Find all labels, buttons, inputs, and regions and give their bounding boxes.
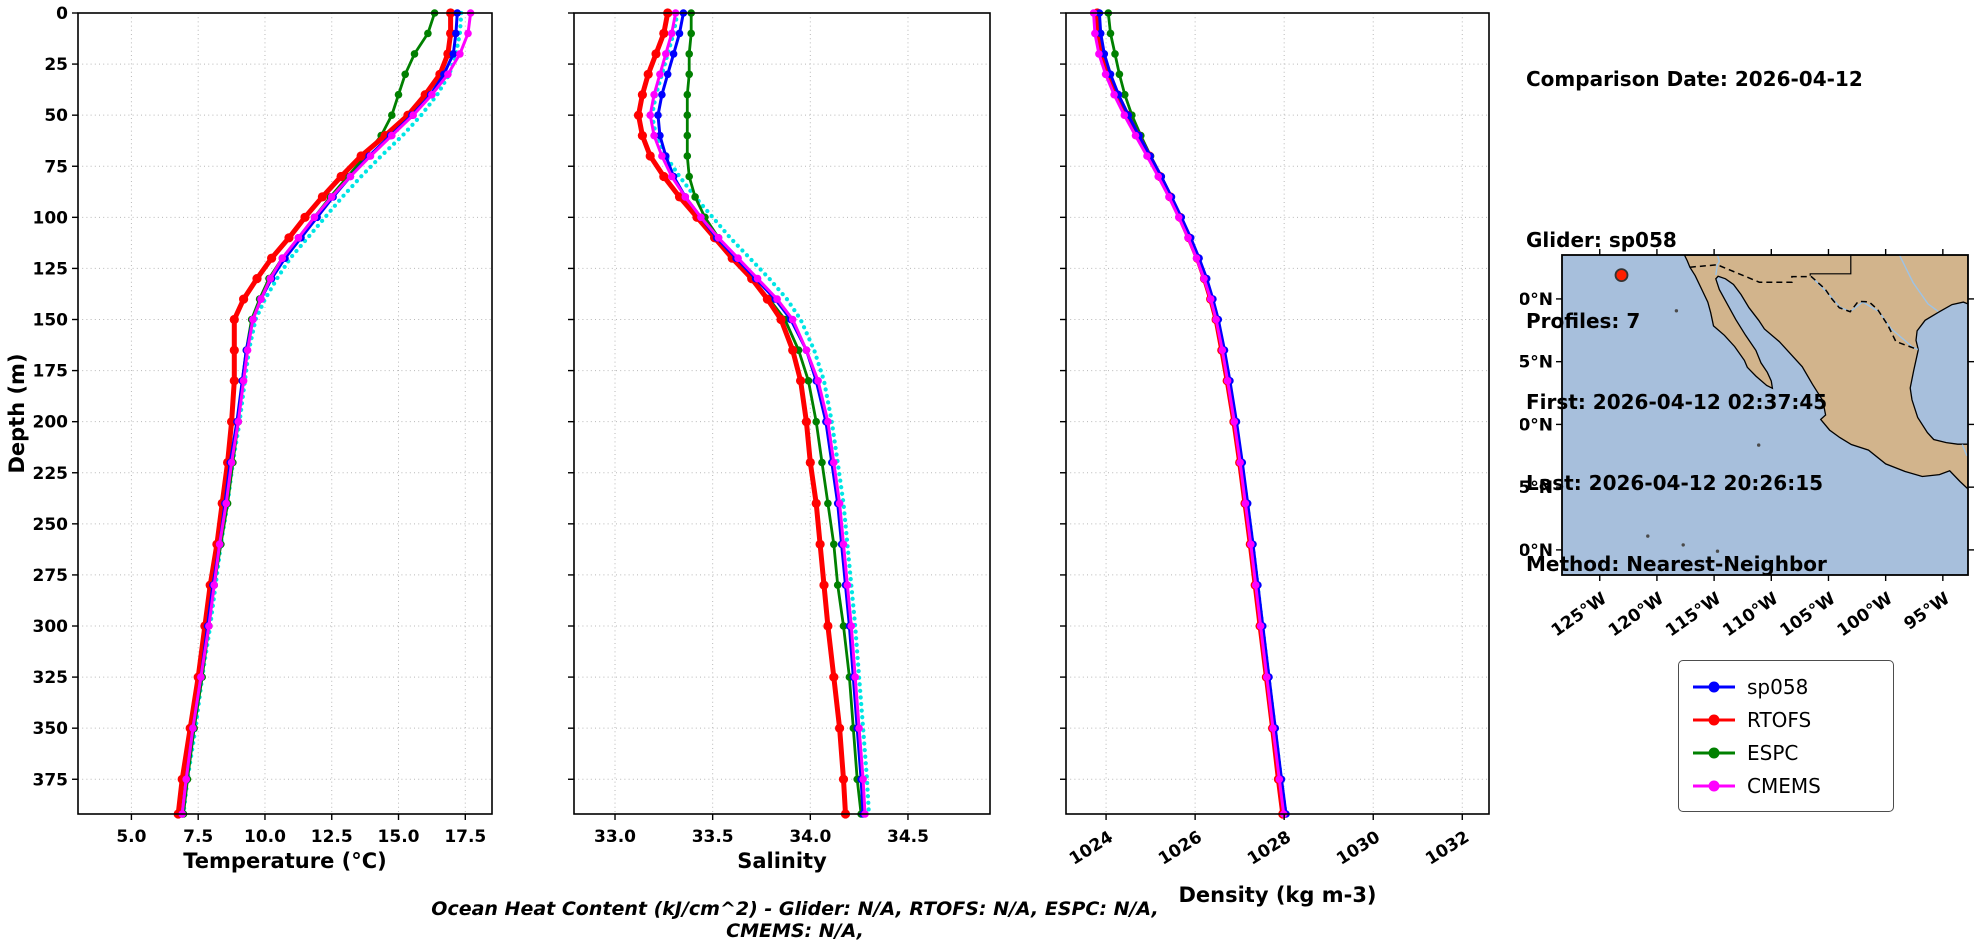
series-glider-profiles [181,10,464,817]
series-glider-profiles [1095,10,1288,817]
x-tick-label: 34.0 [789,827,831,847]
legend-line-marker-icon [1693,780,1735,791]
state-boundary [1809,255,1852,276]
comparison-date: Comparison Date: 2026-04-12 [1526,67,1863,91]
y-tick-label: 375 [33,770,69,790]
y-tick-label: 175 [33,362,69,382]
map-lat-tick-label: 30°N [1520,290,1553,310]
island [1715,549,1720,553]
legend-item-rtofs: RTOFS [1691,703,1881,736]
legend-item-sp058: sp058 [1691,670,1881,703]
x-tick-label: 1028 [1244,827,1295,869]
x-tick-label: 5.0 [116,827,146,847]
glider-location-map: 125°W120°W115°W110°W105°W100°W95°W10°N15… [1520,249,1974,641]
legend-label: CMEMS [1747,773,1821,798]
map-lat-tick-label: 25°N [1520,353,1553,373]
y-tick-label: 250 [33,515,69,535]
legend-label: sp058 [1747,674,1809,699]
y-tick-label: 50 [44,106,68,126]
y-tick-label: 100 [33,208,69,228]
x-tick-label: 7.5 [183,827,213,847]
info-profiles: Profiles: 7 [1526,309,1641,333]
series-sp058 [1095,9,1290,818]
land-mexico [1683,255,1968,490]
density-axis-label: Density (kg m-3) [1178,883,1376,907]
info-panel: Comparison Date: 2026-04-12 Glider: sp05… [1526,12,1863,605]
map-axes: 125°W120°W115°W110°W105°W100°W95°W10°N15… [1520,249,1974,641]
x-tick-label: 1030 [1333,827,1384,869]
glider-position-marker [1614,268,1629,282]
map-lat-tick-label: 10°N [1520,541,1553,561]
ocean-heat-content-footer: Ocean Heat Content (kJ/cm^2) - Glider: N… [431,898,1159,942]
info-method: Method: Nearest-Neighbor [1526,552,1827,576]
x-tick-label: 33.0 [594,827,636,847]
series-CMEMS [1089,9,1288,818]
legend-line-marker-icon [1693,714,1735,725]
y-tick-label: 125 [33,259,69,279]
river [1715,255,1721,276]
temperature-axis-label: Temperature (°C) [183,849,386,873]
x-tick-label: 1026 [1155,827,1206,869]
series-RTOFS [1092,8,1288,819]
series-CMEMS [646,9,869,818]
salinity-axis-label: Salinity [737,849,827,873]
y-tick-label: 0 [56,4,68,24]
series-RTOFS [173,8,456,819]
river [1898,255,1939,313]
y-tick-label: 200 [33,413,69,433]
info-spacer [1526,147,1863,173]
y-tick-label: 325 [33,668,69,688]
map-frame [1561,254,1969,576]
profile-charts: 5.0 7.5 10.0 12.5 15.0 17.5 0 25 50 75 100 125 150 17… [5,4,1490,907]
info-first: First: 2026-04-12 02:37:45 [1526,390,1828,414]
y-tick-label: 75 [44,157,68,177]
map-lat-tick-label: 15°N [1520,478,1553,498]
y-tick-label: 225 [33,464,69,484]
y-tick-label: 275 [33,566,69,586]
series-RTOFS [633,8,851,819]
map-lon-tick-label: 95°W [1901,589,1954,635]
island [1646,534,1650,538]
island [1681,543,1685,547]
x-tick-label: 1032 [1422,827,1473,869]
x-tick-label: 17.5 [444,827,486,847]
legend: sp058 RTOFS ESPC CMEMS [1678,660,1894,812]
series-sp058 [178,9,462,818]
x-tick-label: 34.5 [887,827,929,847]
chart-density: 1024 1026 1028 1030 1032 Density (kg m-3) [1060,8,1490,907]
legend-line-marker-icon [1693,681,1735,692]
x-tick-label: 10.0 [244,827,286,847]
legend-label: RTOFS [1747,707,1812,732]
island [1674,309,1679,313]
chart-temperature: 5.0 7.5 10.0 12.5 15.0 17.5 0 25 50 75 100 125 150 17… [5,4,493,873]
series-ESPC [179,9,439,818]
island [1757,443,1761,447]
legend-label: ESPC [1747,740,1799,765]
y-tick-label: 150 [33,311,69,331]
y-tick-label: 25 [44,55,68,75]
legend-line-marker-icon [1693,747,1735,758]
x-tick-label: 1024 [1066,827,1117,869]
chart-salinity: 33.0 33.5 34.0 34.5 Salinity [568,8,991,873]
x-tick-label: 12.5 [311,827,353,847]
y-tick-label: 300 [33,617,69,637]
depth-axis-label: Depth (m) [5,353,29,473]
y-tick-label: 350 [33,719,69,739]
x-tick-label: 33.5 [692,827,734,847]
x-tick-label: 15.0 [378,827,420,847]
series-CMEMS [178,9,475,818]
series-glider-profiles [649,10,871,817]
river [1961,444,1968,457]
info-last: Last: 2026-04-12 20:26:15 [1526,471,1824,495]
legend-item-espc: ESPC [1691,736,1881,769]
info-glider: Glider: sp058 [1526,228,1677,252]
map-lat-tick-label: 20°N [1520,415,1553,435]
legend-item-cmems: CMEMS [1691,769,1881,802]
